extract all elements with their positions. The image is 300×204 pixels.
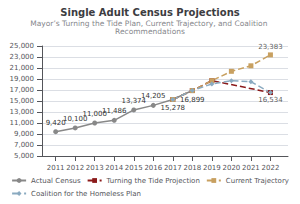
svg-text:2016: 2016: [144, 164, 162, 172]
svg-text:Coalition for the Homeless Pla: Coalition for the Homeless Plan: [31, 190, 141, 198]
svg-text:Recommendations: Recommendations: [115, 27, 185, 36]
svg-text:2021: 2021: [242, 164, 260, 172]
svg-text:9,420: 9,420: [45, 118, 66, 127]
svg-text:11,000: 11,000: [10, 119, 35, 127]
svg-text:5,000: 5,000: [14, 152, 34, 160]
svg-text:16,534: 16,534: [258, 96, 283, 104]
svg-text:7,000: 7,000: [14, 141, 34, 149]
svg-text:13,000: 13,000: [10, 108, 35, 116]
svg-text:Single Adult Census Projection: Single Adult Census Projections: [60, 7, 240, 18]
svg-text:2017: 2017: [164, 164, 182, 172]
svg-text:19,000: 19,000: [10, 75, 35, 83]
svg-text:23,000: 23,000: [10, 53, 35, 61]
svg-text:2015: 2015: [125, 164, 143, 172]
svg-text:2020: 2020: [222, 164, 240, 172]
svg-text:2013: 2013: [86, 164, 104, 172]
svg-text:2011: 2011: [47, 164, 65, 172]
svg-text:Turning the Tide Projection: Turning the Tide Projection: [106, 177, 200, 185]
svg-text:11,486: 11,486: [102, 107, 127, 115]
svg-text:2014: 2014: [105, 164, 123, 172]
svg-text:16,899: 16,899: [180, 96, 205, 104]
svg-text:2012: 2012: [66, 164, 84, 172]
svg-text:14,205: 14,205: [141, 92, 166, 100]
svg-text:2018: 2018: [183, 164, 201, 172]
svg-text:11,000: 11,000: [82, 110, 107, 118]
svg-text:2022: 2022: [262, 164, 280, 172]
svg-text:17,000: 17,000: [10, 86, 35, 94]
svg-text:Current Trajectory: Current Trajectory: [226, 177, 289, 185]
svg-text:15,278: 15,278: [161, 104, 186, 112]
svg-text:13,374: 13,374: [121, 96, 146, 105]
svg-text:15,000: 15,000: [10, 97, 35, 105]
svg-text:Mayor’s Turning the Tide Plan,: Mayor’s Turning the Tide Plan, Current T…: [30, 18, 270, 28]
svg-text:25,000: 25,000: [10, 42, 35, 50]
svg-text:10,100: 10,100: [62, 114, 88, 123]
svg-text:23,383: 23,383: [258, 43, 283, 51]
svg-text:2019: 2019: [203, 164, 221, 172]
svg-text:21,000: 21,000: [10, 64, 35, 72]
svg-text:9,000: 9,000: [14, 130, 34, 138]
svg-text:Actual Census: Actual Census: [31, 177, 81, 185]
